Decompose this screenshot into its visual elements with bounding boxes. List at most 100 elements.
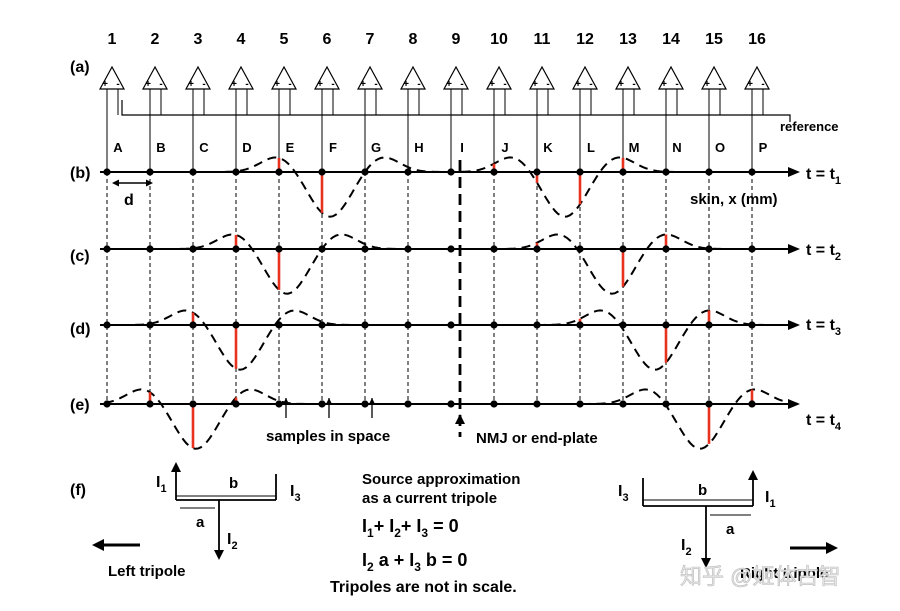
electrode-sample-dot (103, 245, 111, 253)
watermark-text: 知乎 @姬体古智 (680, 564, 840, 589)
d-label: d (124, 192, 134, 209)
electrode-sample-dot (404, 400, 412, 408)
amp-minus-sign: - (202, 79, 205, 90)
electrode-sample-dot (662, 400, 670, 408)
amplifier-triangle (571, 65, 599, 90)
electrode-sample-dot (275, 245, 283, 253)
channel-letter: D (242, 140, 251, 155)
electrode-sample-dot (748, 245, 756, 253)
amplifier-triangle (485, 65, 513, 90)
scale-note: Tripoles are not in scale. (330, 579, 517, 596)
channel-letter: J (501, 140, 508, 155)
electrode-sample-dot (705, 168, 713, 176)
time-label-t2: t = t2 (806, 242, 841, 263)
channel-letter: P (759, 140, 768, 155)
left-tripole (171, 462, 277, 560)
electrode-number: 12 (576, 31, 594, 48)
signal-row-4 (100, 388, 800, 450)
amp-plus-sign: + (360, 79, 366, 90)
source-text-line1: Source approximation (362, 471, 520, 488)
equation-1: I1+ I2+ I3 = 0 (362, 516, 459, 540)
electrode-sample-dot (447, 400, 455, 408)
channel-letter: B (156, 140, 165, 155)
amp-plus-sign: + (188, 79, 194, 90)
amp-minus-sign: - (116, 79, 119, 90)
amp-minus-sign: - (460, 79, 463, 90)
left-tripole-caption: Left tripole (108, 563, 186, 580)
electrode-sample-dot (576, 168, 584, 176)
potential-wave (104, 388, 799, 450)
electrode-sample-dot (318, 400, 326, 408)
d-arrow-head-left (112, 179, 119, 187)
amplifier-triangle (227, 65, 255, 90)
amp-minus-sign: - (718, 79, 721, 90)
amp-plus-sign: + (102, 79, 108, 90)
electrode-sample-dot (619, 321, 627, 329)
reference-label: reference (780, 119, 839, 134)
electrode-sample-dot (490, 321, 498, 329)
samples-label: samples in space (266, 428, 390, 445)
channel-letter: K (543, 140, 553, 155)
amplifier-triangle (614, 65, 642, 90)
amp-plus-sign: + (747, 79, 753, 90)
electrode-sample-dot (490, 168, 498, 176)
electrode-sample-dot (490, 400, 498, 408)
skin-axis-label: skin, x (mm) (690, 191, 778, 208)
electrode-number: 16 (748, 31, 766, 48)
electrode-sample-dot (576, 400, 584, 408)
electrode-sample-dot (361, 321, 369, 329)
right-tripole-caption: Right tripole (740, 565, 828, 582)
amp-minus-sign: - (503, 79, 506, 90)
amp-plus-sign: + (704, 79, 710, 90)
electrode-sample-dot (189, 321, 197, 329)
electrode-sample-dot (189, 245, 197, 253)
electrode-sample-dot (662, 321, 670, 329)
electrode-sample-dot (619, 168, 627, 176)
signal-row-2 (100, 233, 800, 295)
potential-wave (105, 233, 798, 295)
electrode-number: 9 (452, 31, 461, 48)
electrode-sample-dot (447, 245, 455, 253)
electrode-sample-dot (404, 245, 412, 253)
electrode-sample-dot (146, 168, 154, 176)
electrode-sample-dot (404, 168, 412, 176)
electrode-sample-dot (232, 400, 240, 408)
electrode-number: 8 (409, 31, 418, 48)
electrode-sample-dot (748, 168, 756, 176)
channel-letter: C (199, 140, 209, 155)
channel-letter: G (371, 140, 381, 155)
left-i1-label: I1 (156, 474, 167, 495)
electrode-sample-dot (275, 400, 283, 408)
potential-wave (105, 309, 798, 371)
left-i3-label: I3 (290, 483, 301, 504)
channel-letter: O (715, 140, 725, 155)
electrode-sample-dot (533, 321, 541, 329)
signal-rows (100, 156, 800, 450)
electrode-sample-dot (189, 168, 197, 176)
left-a-label: a (196, 514, 205, 531)
nmj-label: NMJ or end-plate (476, 430, 598, 447)
amp-plus-sign: + (446, 79, 452, 90)
channel-letter: F (329, 140, 337, 155)
amplifier-triangle (528, 65, 556, 90)
row-label-f: (f) (70, 482, 86, 499)
amp-minus-sign: - (589, 79, 592, 90)
electrode-sample-dot (361, 168, 369, 176)
time-label-t4: t = t4 (806, 412, 842, 433)
electrode-number: 3 (194, 31, 203, 48)
channel-letter: I (460, 140, 464, 155)
electrode-sample-dot (318, 168, 326, 176)
amplifier-triangle (399, 65, 427, 90)
equation-2: I2 a + I3 b = 0 (362, 550, 467, 574)
right-tripole (642, 470, 758, 568)
electrode-sample-dot (533, 168, 541, 176)
amp-plus-sign: + (489, 79, 495, 90)
electrode-sample-dot (705, 321, 713, 329)
right-i1-label: I1 (765, 489, 776, 510)
amplifier-triangle (141, 65, 169, 90)
amp-minus-sign: - (675, 79, 678, 90)
d-arrow-head-right (146, 179, 153, 187)
electrode-sample-dot (275, 168, 283, 176)
amplifier-triangle (700, 65, 728, 90)
